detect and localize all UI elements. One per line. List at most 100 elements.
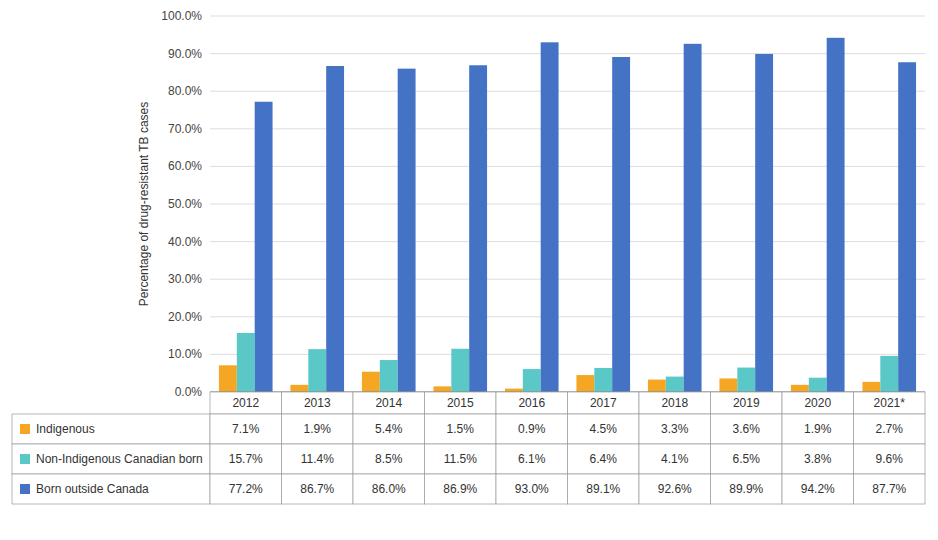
bar <box>237 333 255 392</box>
chart: 0.0%10.0%20.0%30.0%40.0%50.0%60.0%70.0%8… <box>0 0 938 540</box>
y-tick-label: 10.0% <box>168 347 202 361</box>
table-header-cell <box>782 392 854 414</box>
table-value: 87.7% <box>872 482 906 496</box>
x-tick-label: 2013 <box>304 396 331 410</box>
legend-entry: Born outside Canada <box>36 482 149 496</box>
x-tick-label: 2019 <box>733 396 760 410</box>
legend-entry: Non-Indigenous Canadian born <box>36 452 203 466</box>
y-ticks: 0.0%10.0%20.0%30.0%40.0%50.0%60.0%70.0%8… <box>161 9 202 399</box>
bar <box>862 382 880 392</box>
bars <box>219 38 916 392</box>
table-header-cell <box>568 392 640 414</box>
bar <box>523 369 541 392</box>
bar <box>684 44 702 392</box>
table-cell <box>782 414 854 444</box>
y-tick-label: 50.0% <box>168 197 202 211</box>
table-label-cell <box>12 474 210 504</box>
table-cell <box>353 414 425 444</box>
bar <box>362 372 380 392</box>
legend-swatch <box>20 424 30 434</box>
table-header-cell <box>353 392 425 414</box>
table-value: 86.7% <box>300 482 334 496</box>
grid-line <box>210 316 925 317</box>
table-cell <box>496 414 568 444</box>
table-value: 92.6% <box>658 482 692 496</box>
bar <box>827 38 845 392</box>
bar <box>880 356 898 392</box>
y-axis-label: Percentage of drug-resistant TB cases <box>137 102 151 307</box>
table-label-cell <box>12 414 210 444</box>
table-cell <box>496 474 568 504</box>
bar <box>755 54 773 392</box>
bar <box>219 365 237 392</box>
table-cell <box>210 414 282 444</box>
bar <box>809 378 827 392</box>
bar <box>898 62 916 392</box>
data-table: 2012 2013 2014 2015 2016 2017 2018 2019 2020 2021… <box>12 392 925 504</box>
bar <box>308 349 326 392</box>
x-tick-label: 2018 <box>661 396 688 410</box>
table-header-cell <box>282 392 354 414</box>
bar <box>737 368 755 392</box>
table-value: 15.7% <box>229 452 263 466</box>
legend-swatch <box>20 484 30 494</box>
y-tick-label: 60.0% <box>168 159 202 173</box>
table-value: 77.2% <box>229 482 263 496</box>
table-value: 6.4% <box>590 452 618 466</box>
table-header-cell <box>425 392 497 414</box>
table-header-cell <box>854 392 926 414</box>
y-tick-label: 40.0% <box>168 235 202 249</box>
table-value: 3.8% <box>804 452 832 466</box>
bar <box>433 386 451 392</box>
table-cell <box>425 414 497 444</box>
grid-line <box>210 53 925 54</box>
table-cell <box>425 474 497 504</box>
table-cell <box>711 474 783 504</box>
table-value: 6.5% <box>733 452 761 466</box>
x-tick-label: 2017 <box>590 396 617 410</box>
table-value: 89.1% <box>586 482 620 496</box>
table-cell <box>353 474 425 504</box>
table-value: 3.6% <box>733 422 761 436</box>
bar <box>290 385 308 392</box>
table-value: 1.9% <box>804 422 832 436</box>
y-tick-label: 100.0% <box>161 9 202 23</box>
x-tick-label: 2014 <box>375 396 402 410</box>
grid-line <box>210 204 925 205</box>
table-cell <box>782 444 854 474</box>
bar <box>666 377 684 392</box>
x-tick-label: 2015 <box>447 396 474 410</box>
legend-entry: Indigenous <box>36 422 95 436</box>
table-value: 1.5% <box>447 422 475 436</box>
table-value: 5.4% <box>375 422 403 436</box>
bar <box>541 42 559 392</box>
bar <box>612 57 630 392</box>
x-tick-label: 2012 <box>232 396 259 410</box>
table-value: 9.6% <box>876 452 904 466</box>
grid-line <box>210 166 925 167</box>
y-tick-label: 70.0% <box>168 122 202 136</box>
x-tick-label: 2020 <box>804 396 831 410</box>
table-cell <box>854 444 926 474</box>
table-value: 94.2% <box>801 482 835 496</box>
bar <box>326 66 344 392</box>
table-value: 93.0% <box>515 482 549 496</box>
table-cell <box>854 474 926 504</box>
table-value: 7.1% <box>232 422 260 436</box>
table-value: 2.7% <box>876 422 904 436</box>
bar <box>380 360 398 392</box>
table-cell <box>568 474 640 504</box>
table-value: 8.5% <box>375 452 403 466</box>
table-cell <box>711 414 783 444</box>
bar <box>398 69 416 392</box>
bar <box>594 368 612 392</box>
table-value: 86.9% <box>443 482 477 496</box>
table-cell <box>639 474 711 504</box>
table-cell <box>210 444 282 474</box>
table-cell <box>496 444 568 474</box>
x-tick-label: 2016 <box>518 396 545 410</box>
table-cell <box>282 414 354 444</box>
x-tick-label: 2021* <box>874 396 906 410</box>
bar <box>719 378 737 392</box>
table-cell <box>282 444 354 474</box>
